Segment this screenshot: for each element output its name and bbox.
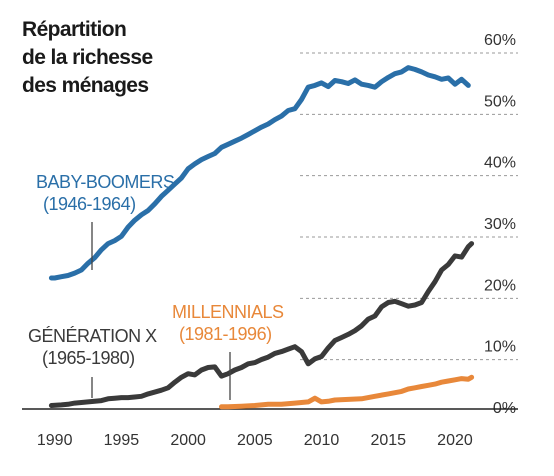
series-lines	[48, 65, 475, 410]
y-axis-tick-labels: 0%10%20%30%40%50%60%	[484, 32, 516, 417]
y-tick-label-10: 10%	[484, 339, 516, 356]
x-tick-label-2010: 2010	[304, 432, 340, 449]
y-tick-label-50: 50%	[484, 93, 516, 110]
generation-x-years-label: (1965-1980)	[42, 348, 135, 368]
baby-boomers-label: BABY-BOOMERS	[36, 172, 175, 192]
x-tick-label-1995: 1995	[104, 432, 140, 449]
title-line-1: Répartition	[22, 18, 126, 41]
title-line-3: des ménages	[22, 74, 148, 97]
x-tick-label-2000: 2000	[170, 432, 206, 449]
x-tick-label-2005: 2005	[237, 432, 273, 449]
gridlines	[300, 52, 518, 361]
x-tick-label-1990: 1990	[37, 432, 73, 449]
y-tick-label-20: 20%	[484, 277, 516, 294]
baby-boomers-line	[48, 65, 471, 281]
y-tick-label-30: 30%	[484, 216, 516, 233]
x-tick-label-2020: 2020	[437, 432, 473, 449]
millennials-years-label: (1981-1996)	[179, 324, 272, 344]
y-tick-label-40: 40%	[484, 155, 516, 172]
series-labels: BABY-BOOMERS (1946-1964) GÉNÉRATION X (1…	[28, 172, 285, 400]
generation-x-line	[48, 241, 475, 408]
generation-x-label: GÉNÉRATION X	[28, 326, 157, 346]
y-tick-label-60: 60%	[484, 32, 516, 49]
x-axis-tick-labels: 1990 1995 2000 2005 2010 2015 2020	[37, 432, 473, 449]
millennials-line	[219, 374, 475, 410]
x-tick-label-2015: 2015	[370, 432, 406, 449]
millennials-label: MILLENNIALS	[172, 302, 284, 322]
baby-boomers-years-label: (1946-1964)	[43, 194, 136, 214]
title-line-2: de la richesse	[22, 46, 153, 69]
chart-title: Répartition de la richesse des ménages	[22, 18, 153, 97]
